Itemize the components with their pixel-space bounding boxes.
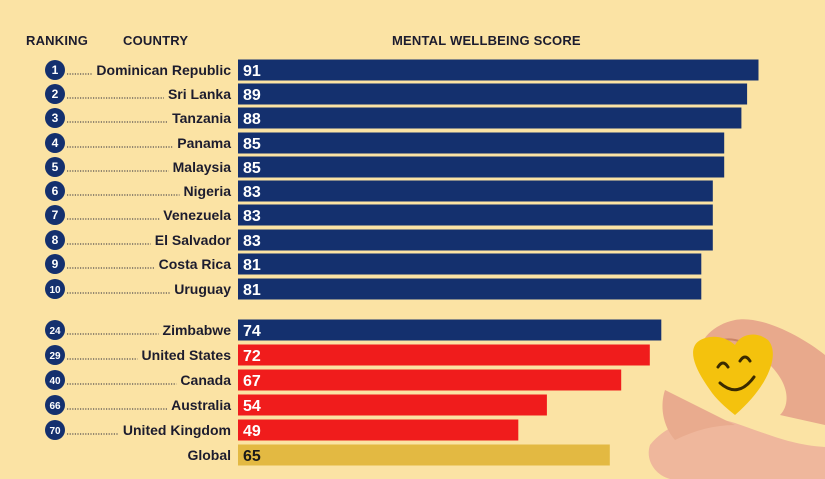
country-label: Canada [180, 372, 231, 388]
bar [238, 156, 725, 178]
bar-value-label: 88 [243, 111, 261, 128]
country-label: Dominican Republic [96, 62, 231, 78]
bar [238, 369, 622, 391]
bar [238, 278, 702, 300]
rank-number: 8 [52, 233, 59, 247]
bar-value-label: 83 [243, 184, 261, 201]
score-header: MENTAL WELLBEING SCORE [392, 33, 581, 48]
bar [238, 59, 759, 81]
bar [238, 229, 713, 251]
bar-value-label: 89 [243, 87, 261, 104]
bar-value-label: 81 [243, 282, 261, 299]
country-label: El Salvador [155, 232, 232, 248]
rank-number: 29 [49, 351, 61, 362]
rank-badge [45, 320, 65, 340]
country-label: Tanzania [172, 110, 231, 126]
bar [238, 83, 748, 105]
bar-value-label: 65 [243, 448, 261, 465]
rank-badge [45, 345, 65, 365]
rank-number: 10 [49, 285, 61, 296]
country-label: United Kingdom [123, 422, 231, 438]
smiley-heart-hands-icon [648, 319, 825, 479]
country-label: Malaysia [173, 159, 232, 175]
rank-badge [45, 133, 65, 153]
rank-badge [45, 84, 65, 104]
country-label: Costa Rica [159, 256, 232, 272]
country-header: COUNTRY [123, 33, 189, 48]
rank-number: 1 [52, 63, 59, 77]
rank-number: 2 [52, 87, 59, 101]
rank-badge [45, 420, 65, 440]
bar [238, 253, 702, 275]
bar [238, 180, 713, 202]
bar-value-label: 85 [243, 136, 261, 153]
bar-value-label: 83 [243, 233, 261, 250]
rank-number: 66 [49, 401, 61, 412]
rank-number: 70 [49, 426, 61, 437]
bar-value-label: 72 [243, 348, 261, 365]
ranking-header: RANKING [26, 33, 89, 48]
country-label: Venezuela [163, 207, 231, 223]
bar [238, 319, 662, 341]
bar [238, 444, 610, 466]
rank-badge [45, 254, 65, 274]
rank-number: 4 [52, 136, 59, 150]
rank-badge [45, 279, 65, 299]
country-label: Zimbabwe [163, 322, 232, 338]
rank-number: 40 [49, 376, 61, 387]
bar [238, 204, 713, 226]
rank-badge [45, 370, 65, 390]
rank-number: 24 [49, 326, 61, 337]
bar-value-label: 49 [243, 423, 261, 440]
country-label: Australia [171, 397, 231, 413]
bar [238, 107, 742, 129]
rank-badge [45, 205, 65, 225]
country-label: Global [187, 447, 231, 463]
bar [238, 132, 725, 154]
rank-number: 9 [52, 257, 59, 271]
rank-number: 5 [52, 160, 59, 174]
country-label: Panama [177, 135, 231, 151]
bar-value-label: 54 [243, 398, 261, 415]
bar-value-label: 67 [243, 373, 261, 390]
bar-value-label: 83 [243, 208, 261, 225]
rank-number: 7 [52, 208, 59, 222]
bar-value-label: 81 [243, 257, 261, 274]
country-label: Sri Lanka [168, 86, 231, 102]
bar-value-label: 85 [243, 160, 261, 177]
rank-number: 6 [52, 184, 59, 198]
rank-badge [45, 108, 65, 128]
country-label: United States [142, 347, 232, 363]
rank-badge [45, 157, 65, 177]
rank-badge [45, 230, 65, 250]
country-label: Nigeria [184, 183, 232, 199]
bar-value-label: 74 [243, 323, 261, 340]
bar [238, 419, 519, 441]
bar [238, 344, 650, 366]
rank-badge [45, 60, 65, 80]
country-label: Uruguay [174, 281, 231, 297]
bar-value-label: 91 [243, 63, 261, 80]
rank-badge [45, 181, 65, 201]
rank-number: 3 [52, 111, 59, 125]
bar [238, 394, 547, 416]
rank-badge [45, 395, 65, 415]
